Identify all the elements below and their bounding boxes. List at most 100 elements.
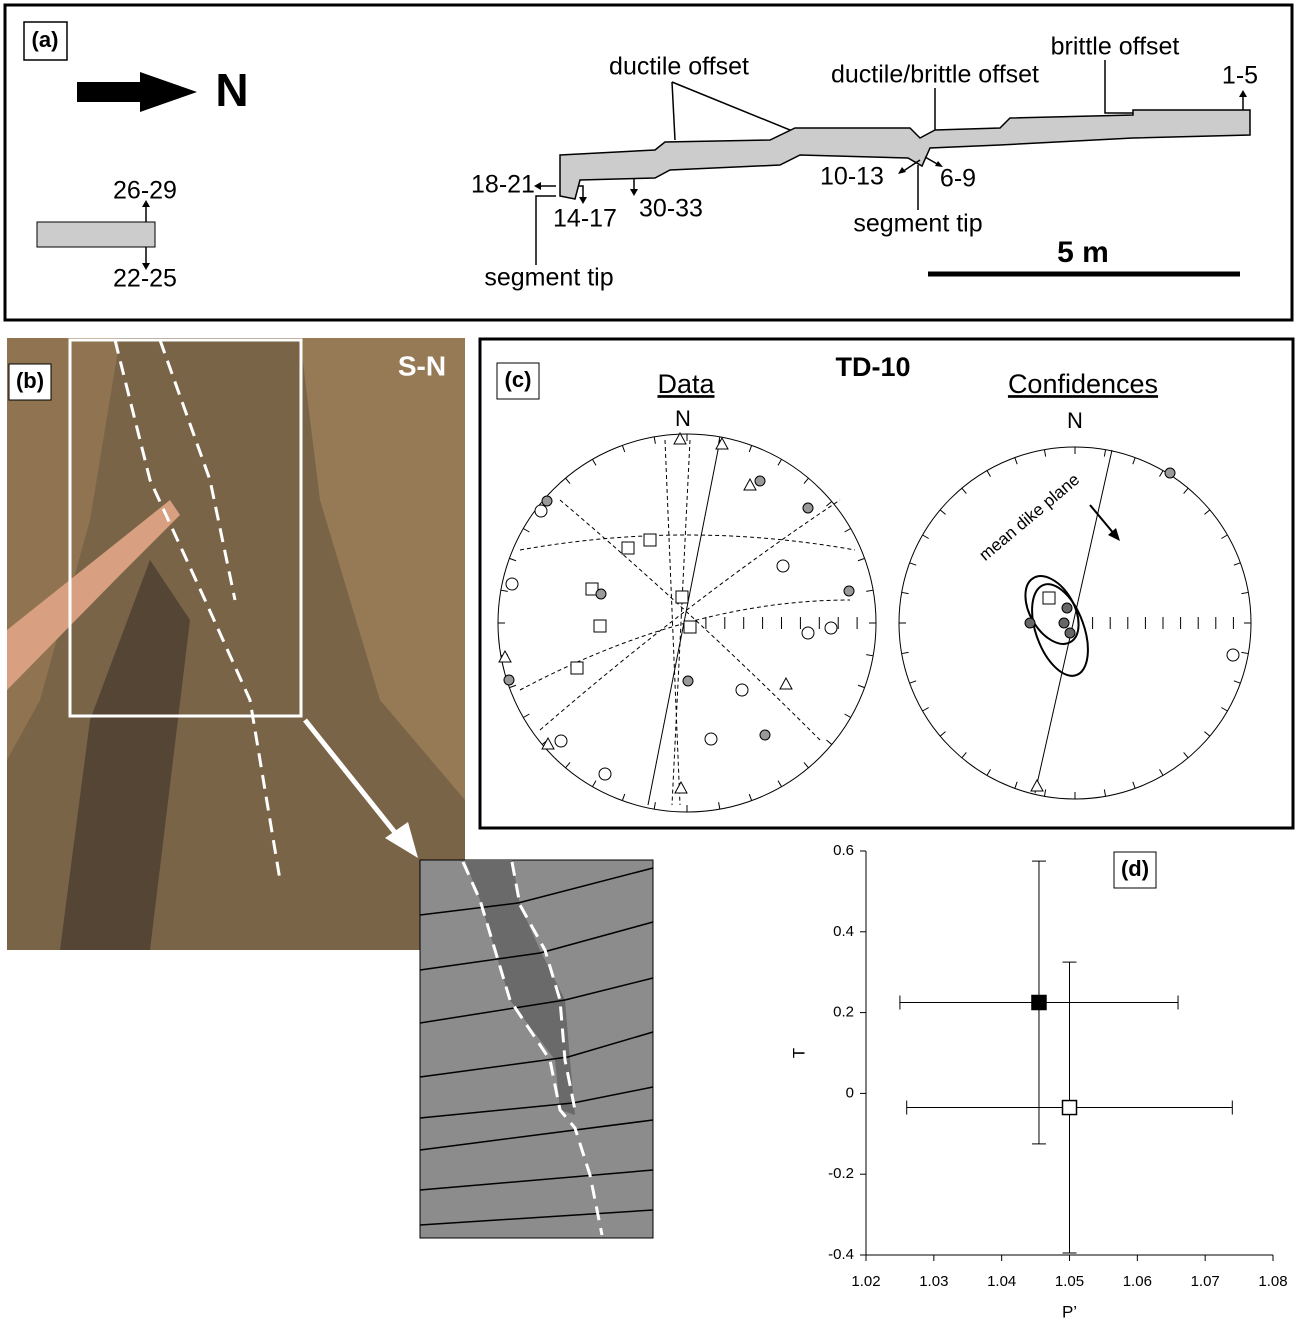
panel-label: (b) — [16, 368, 44, 393]
net-tick — [902, 592, 909, 593]
stereonet-detail — [498, 433, 1251, 812]
net-tick — [1184, 752, 1188, 757]
net-tick — [509, 685, 516, 687]
net-tick — [845, 714, 851, 718]
net-tick — [778, 781, 782, 787]
great-circle — [665, 440, 680, 805]
mean-symbol — [1059, 618, 1069, 628]
symbol — [683, 676, 693, 686]
y-tick-label: 0 — [846, 1084, 854, 1101]
north-label: N — [215, 64, 248, 116]
symbol — [844, 586, 854, 596]
net-tick — [1221, 708, 1227, 712]
symbol — [684, 621, 696, 633]
x-tick-label: 1.04 — [987, 1273, 1016, 1290]
net-tick — [1104, 450, 1105, 457]
mean-symbol — [1065, 628, 1075, 638]
net-tick — [858, 685, 865, 687]
net-tick — [719, 802, 720, 809]
net-tick — [654, 802, 655, 809]
symbol — [780, 678, 792, 689]
symbol — [755, 476, 765, 486]
net-tick — [523, 529, 529, 533]
subtitle: Confidences — [1008, 369, 1158, 399]
net-tick — [826, 740, 831, 744]
point — [1032, 996, 1046, 1010]
net-tick — [1234, 563, 1241, 565]
symbol — [1031, 780, 1043, 791]
symbol — [676, 591, 688, 603]
net-tick — [1241, 652, 1248, 653]
net-tick — [1234, 681, 1241, 683]
symbol — [599, 768, 611, 780]
net-tick — [1015, 782, 1017, 789]
net-tick — [1204, 732, 1209, 736]
net-tick — [1241, 592, 1248, 593]
net-tick — [940, 732, 945, 736]
north-label: N — [1067, 408, 1083, 433]
net-tick — [749, 794, 751, 801]
net-tick — [804, 478, 808, 483]
net-tick — [566, 762, 570, 767]
panel-label: (d) — [1121, 856, 1149, 881]
annotation: segment tip — [853, 210, 982, 238]
panel-label: (c) — [505, 367, 532, 392]
net-tick — [1204, 510, 1209, 514]
subtitle: Data — [657, 369, 715, 399]
annotation: ductile offset — [609, 53, 749, 81]
north-label: N — [675, 406, 691, 431]
annotation: mean dike plane — [975, 470, 1083, 565]
point — [1063, 1101, 1077, 1115]
dike — [560, 110, 1250, 199]
net-tick — [866, 590, 873, 591]
symbol — [803, 503, 813, 513]
net-tick — [962, 488, 966, 493]
net-tick — [923, 535, 929, 539]
net-tick — [902, 652, 909, 653]
mean-symbol — [1062, 603, 1072, 613]
net-tick — [1015, 458, 1017, 465]
net-tick — [1221, 535, 1227, 539]
net-tick — [987, 471, 991, 477]
sample-label: 26-29 — [113, 177, 177, 205]
net-tick — [593, 459, 597, 465]
x-axis-label: P’ — [1062, 1302, 1077, 1321]
symbol — [555, 735, 567, 747]
x-tick-label: 1.05 — [1055, 1273, 1084, 1290]
sample-label: 14-17 — [553, 205, 617, 233]
mean-symbol — [1025, 618, 1035, 628]
net-tick — [910, 681, 917, 683]
y-tick-label: -0.4 — [828, 1246, 854, 1263]
symbol — [504, 675, 514, 685]
net-tick — [987, 769, 991, 775]
net-tick — [923, 708, 929, 712]
net-tick — [1133, 458, 1135, 465]
net-tick — [804, 762, 808, 767]
net-tick — [566, 478, 570, 483]
dike-segment — [37, 222, 155, 247]
scale-label: 5 m — [1057, 236, 1109, 269]
net-tick — [866, 655, 873, 656]
x-tick-label: 1.06 — [1123, 1273, 1152, 1290]
annotation: brittle offset — [1051, 33, 1180, 61]
symbol — [622, 542, 634, 554]
symbol — [802, 627, 814, 639]
x-tick-label: 1.02 — [851, 1273, 880, 1290]
symbol — [705, 733, 717, 745]
sample-label: 22-25 — [113, 265, 177, 293]
net-tick — [1044, 789, 1045, 796]
net-tick — [501, 590, 508, 591]
symbol — [571, 662, 583, 674]
symbol — [506, 578, 518, 590]
x-tick-label: 1.08 — [1258, 1273, 1287, 1290]
panel-c-frame — [480, 339, 1293, 828]
net-tick — [1184, 488, 1188, 493]
sample-label: 6-9 — [940, 165, 976, 193]
net-tick — [1133, 782, 1135, 789]
annotation: segment tip — [484, 264, 613, 292]
symbol — [675, 782, 687, 793]
net-tick — [826, 502, 831, 506]
sample-label: 18-21 — [471, 171, 535, 199]
net-tick — [1160, 769, 1164, 775]
net-tick — [940, 510, 945, 514]
